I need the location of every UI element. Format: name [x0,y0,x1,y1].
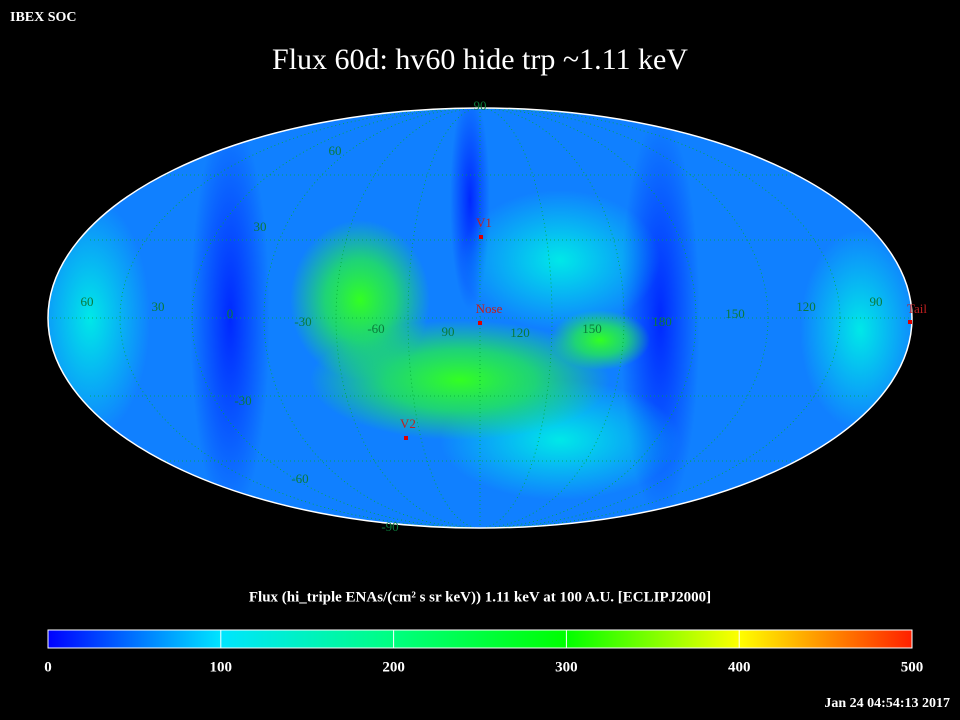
colorbar-label: Flux (hi_triple ENAs/(cm² s sr keV)) 1.1… [249,589,711,605]
colorbar-tick-label: 400 [728,659,751,675]
colorbar-tick-label: 500 [901,659,924,675]
grid-label: 90 [474,98,487,113]
marker-dot [479,235,483,239]
marker-label: V1 [476,215,492,230]
marker-label: Tail [907,301,927,316]
marker-dot [478,321,482,325]
corner-label: IBEX SOC [10,10,77,25]
grid-label: -90 [381,519,398,534]
grid-label: 30 [152,299,165,314]
grid-label: 60 [81,294,94,309]
grid-label: 120 [796,299,816,314]
grid-label: -30 [294,314,311,329]
grid-label: 60 [329,143,342,158]
grid-label: 150 [582,321,602,336]
marker-dot [404,436,408,440]
map-border [47,107,913,529]
title: Flux 60d: hv60 hide trp ~1.11 keV [272,43,688,76]
grid-label: 0 [227,306,234,321]
colorbar-tick-label: 0 [44,659,52,675]
grid-label: 90 [870,294,883,309]
grid-label: 150 [725,306,745,321]
marker-dot [908,320,912,324]
grid-label: 180 [652,314,672,329]
colorbar-tick-label: 100 [210,659,233,675]
marker-label: V2 [400,416,416,431]
colorbar [47,629,913,649]
map-image [48,108,912,528]
colorbar-tick-label: 300 [555,659,578,675]
grid-label: 30 [254,219,267,234]
grid-label: -60 [291,471,308,486]
grid-label: -30 [234,393,251,408]
grid-label: -60 [367,321,384,336]
colorbar-tick-label: 200 [382,659,405,675]
timestamp: Jan 24 04:54:13 2017 [824,696,950,711]
marker-label: Nose [476,301,503,316]
grid-label: 90 [442,324,455,339]
grid-label: 120 [510,325,530,340]
